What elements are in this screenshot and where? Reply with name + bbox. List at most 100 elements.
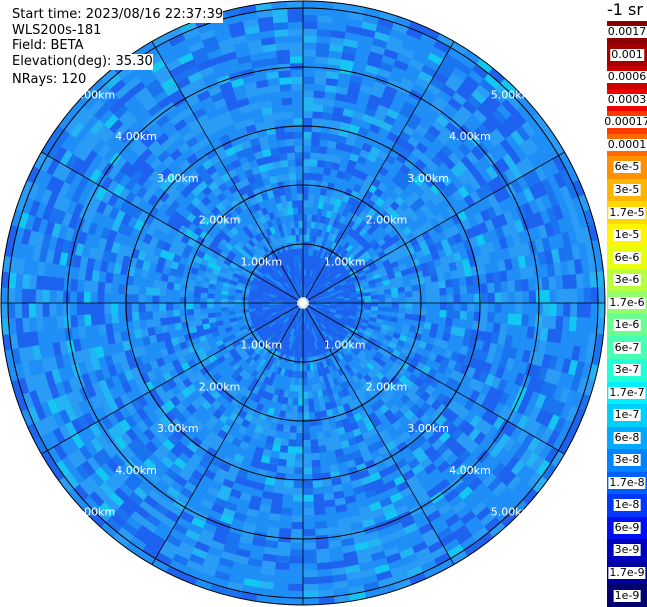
field-cell (466, 284, 475, 295)
field-cell (206, 297, 215, 304)
field-cell (302, 426, 311, 434)
field-cell (467, 293, 475, 304)
field-cell (278, 521, 292, 530)
field-cell (199, 307, 208, 315)
field-cell (288, 563, 304, 572)
field-cell (69, 314, 79, 328)
field-cell (302, 28, 318, 37)
field-cell (193, 313, 202, 321)
field-cell (165, 295, 174, 304)
field-cell (370, 294, 379, 300)
field-cell (302, 117, 314, 126)
field-cell (21, 302, 30, 319)
field-cell (466, 311, 475, 322)
field-cell (62, 302, 71, 316)
field-cell (289, 549, 304, 558)
field-cell (412, 302, 421, 310)
field-cell (302, 357, 307, 366)
field-cell (452, 310, 461, 320)
field-cell (308, 186, 316, 195)
field-cell (439, 295, 448, 304)
field-cell (432, 309, 441, 318)
field-cell (312, 103, 325, 113)
field-cell (286, 445, 296, 455)
field-cell (206, 302, 215, 309)
field-cell (445, 310, 455, 320)
field-cell (97, 281, 106, 293)
field-cell (280, 438, 290, 447)
field-cell (309, 158, 319, 167)
field-cell (172, 315, 182, 324)
field-cell (285, 459, 296, 468)
field-cell (310, 445, 320, 455)
field-cell (302, 199, 309, 208)
field-cell (151, 286, 161, 296)
field-cell (514, 313, 523, 327)
field-cell (314, 521, 328, 530)
field-cell (446, 302, 455, 312)
field-cell (426, 295, 434, 304)
field-cell (302, 597, 320, 606)
field-cell (306, 384, 313, 393)
field-cell (302, 508, 315, 517)
field-cell (294, 446, 304, 455)
field-cell (576, 302, 585, 319)
field-cell (138, 285, 147, 296)
field-cell (158, 309, 167, 319)
field-cell (289, 425, 297, 434)
field-cell (90, 280, 99, 293)
field-cell (131, 311, 140, 322)
field-cell (158, 287, 167, 297)
field-cell (220, 298, 228, 304)
field-cell (206, 307, 215, 314)
field-cell (309, 165, 318, 174)
field-cell (83, 279, 92, 293)
field-cell (597, 302, 606, 320)
field-cell (302, 165, 311, 174)
field-cell (312, 493, 325, 503)
field-cell (302, 384, 309, 393)
field-cell (302, 48, 317, 57)
field-cell (290, 521, 304, 530)
field-cell (302, 549, 317, 558)
field-cell (486, 282, 496, 294)
field-cell (515, 291, 523, 304)
field-cell (302, 213, 309, 222)
field-cell (405, 296, 414, 304)
field-cell (96, 291, 105, 304)
field-cell (295, 439, 304, 448)
field-cell (302, 7, 319, 16)
field-cell (165, 309, 174, 318)
field-cell (404, 285, 413, 293)
field-cell (48, 302, 57, 317)
field-cell (49, 276, 58, 291)
field-cell (316, 159, 326, 168)
field-cell (276, 548, 291, 557)
beta-field-sectors (0, 0, 606, 606)
field-cell (521, 278, 530, 292)
field-cell (438, 316, 447, 326)
field-cell (297, 398, 304, 407)
field-cell (172, 302, 180, 311)
field-cell (292, 480, 304, 489)
field-cell (309, 425, 317, 434)
field-cell (378, 298, 386, 304)
field-cell (278, 527, 292, 537)
field-cell (292, 487, 304, 496)
field-cell (28, 302, 37, 318)
field-cell (311, 480, 323, 489)
field-cell (426, 302, 434, 311)
field-cell (508, 291, 517, 304)
field-cell (138, 310, 147, 321)
field-cell (302, 563, 318, 572)
field-cell (302, 371, 308, 379)
field-cell (287, 439, 297, 448)
field-cell (131, 293, 139, 304)
field-cell (302, 206, 309, 215)
field-cell (186, 314, 195, 322)
field-cell (384, 293, 393, 300)
field-cell (302, 76, 316, 85)
field-cell (290, 535, 304, 544)
field-cell (290, 528, 304, 537)
field-cell (302, 185, 310, 194)
